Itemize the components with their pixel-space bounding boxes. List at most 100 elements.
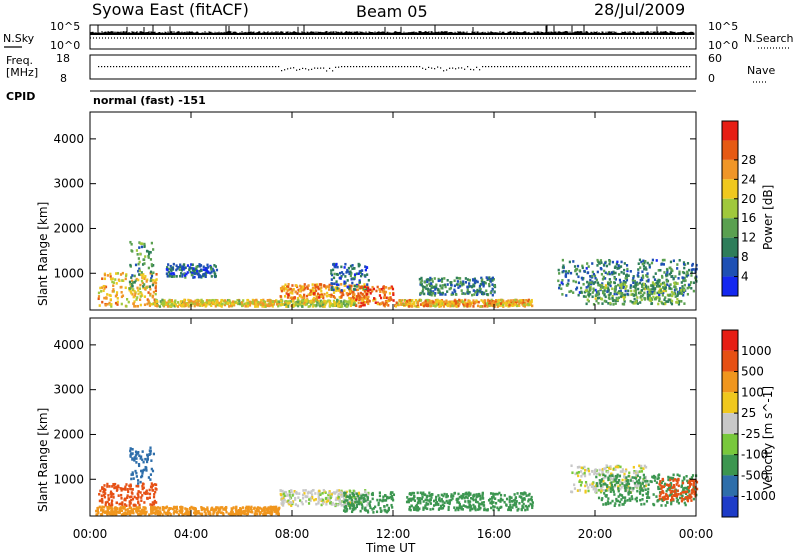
freq-dot	[590, 66, 592, 68]
echo-cell	[591, 274, 594, 278]
echo-cell	[642, 287, 645, 290]
echo-cell	[191, 268, 195, 272]
echo-cell	[472, 498, 475, 502]
echo-cell	[588, 281, 591, 285]
echo-cell	[435, 502, 439, 506]
echo-cell	[205, 303, 208, 307]
echo-cell	[362, 493, 365, 497]
echo-cell	[339, 501, 342, 504]
echo-cell	[637, 287, 640, 291]
echo-cell	[131, 281, 134, 284]
echo-cell	[441, 500, 444, 503]
echo-cell	[319, 493, 322, 497]
echo-cell	[337, 492, 340, 496]
echo-cell	[434, 292, 437, 295]
freq-dot	[341, 66, 343, 68]
echo-cell	[314, 284, 317, 287]
echo-cell	[121, 271, 124, 275]
echo-cell	[151, 295, 154, 299]
echo-cell	[492, 493, 495, 496]
echo-cell	[362, 500, 365, 504]
echo-cell	[187, 298, 190, 302]
echo-cell	[460, 300, 463, 304]
echo-cell	[641, 283, 644, 287]
echo-cell	[345, 490, 348, 494]
freq-dot	[323, 67, 325, 69]
echo-cell	[138, 246, 141, 249]
echo-cell	[267, 506, 270, 509]
echo-cell	[674, 295, 677, 298]
echo-cell	[618, 273, 621, 276]
echo-cell	[238, 302, 241, 305]
echo-cell	[286, 289, 289, 292]
echo-cell	[283, 294, 287, 298]
echo-cell	[676, 297, 679, 301]
echo-cell	[308, 293, 312, 296]
echo-cell	[167, 302, 170, 306]
freq-dot	[602, 66, 604, 68]
echo-cell	[148, 449, 151, 452]
echo-cell	[140, 475, 143, 479]
echo-cell	[521, 299, 524, 302]
echo-cell	[440, 493, 443, 497]
echo-cell	[408, 301, 411, 305]
echo-cell	[604, 284, 607, 287]
echo-cell	[144, 465, 147, 469]
colorbar-tick-label: 8	[741, 250, 749, 264]
echo-cell	[181, 265, 184, 268]
echo-cell	[620, 260, 623, 264]
echo-cell	[366, 495, 369, 499]
echo-cell	[313, 300, 316, 304]
echo-cell	[130, 276, 133, 279]
echo-cell	[314, 299, 317, 303]
echo-cell	[123, 506, 126, 509]
echo-cell	[491, 279, 494, 282]
echo-cell	[392, 493, 396, 497]
echo-cell	[131, 509, 134, 513]
echo-cell	[175, 264, 178, 267]
echo-cell	[188, 268, 191, 272]
echo-cell	[282, 285, 286, 288]
echo-cell	[524, 504, 528, 508]
echo-cell	[650, 302, 653, 306]
echo-cell	[454, 302, 457, 305]
echo-cell	[138, 241, 141, 244]
echo-cell	[288, 497, 292, 501]
echo-cell	[518, 300, 521, 303]
echo-cell	[310, 299, 313, 303]
echo-cell	[675, 288, 678, 291]
echo-cell	[640, 276, 643, 280]
echo-cell	[367, 278, 370, 282]
freq-dot	[203, 66, 205, 68]
echo-cell	[488, 284, 491, 288]
echo-cell	[450, 493, 453, 496]
echo-cell	[149, 279, 152, 283]
echo-cell	[246, 512, 249, 515]
echo-cell	[666, 283, 669, 286]
echo-cell	[629, 286, 632, 289]
echo-cell	[281, 489, 284, 493]
echo-cell	[575, 287, 578, 291]
echo-cell	[397, 303, 401, 307]
echo-cell	[294, 290, 298, 294]
echo-cell	[155, 501, 158, 504]
echo-region	[355, 285, 395, 308]
echo-cell	[114, 513, 117, 516]
echo-cell	[622, 285, 625, 288]
echo-cell	[489, 492, 493, 495]
echo-cell	[432, 300, 435, 304]
echo-cell	[330, 293, 333, 297]
freq-dot	[230, 66, 232, 68]
echo-cell	[254, 511, 257, 514]
echo-cell	[611, 287, 614, 291]
echo-cell	[682, 262, 686, 266]
freq-dot	[584, 66, 586, 68]
echo-cell	[166, 305, 170, 308]
echo-cell	[457, 286, 460, 289]
echo-cell	[250, 505, 253, 509]
echo-cell	[220, 305, 223, 308]
echo-cell	[455, 305, 458, 308]
echo-cell	[125, 504, 128, 508]
echo-cell	[335, 298, 339, 302]
echo-cell	[674, 281, 677, 285]
